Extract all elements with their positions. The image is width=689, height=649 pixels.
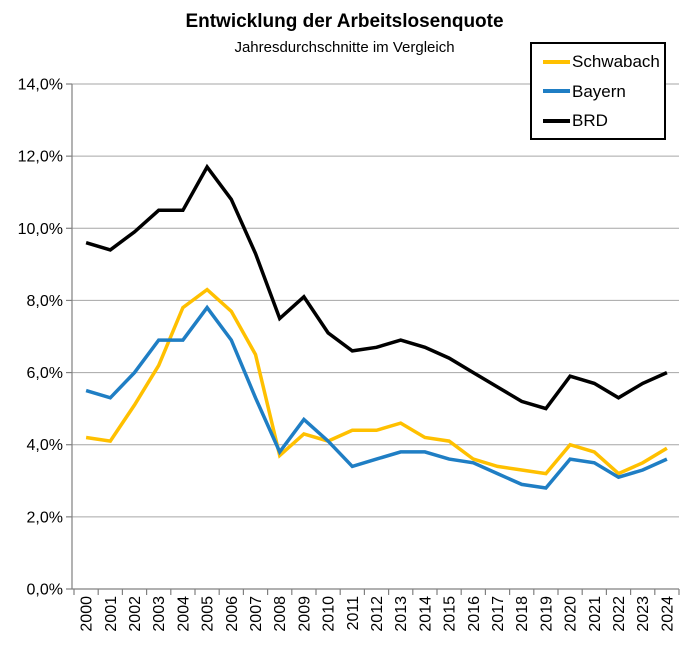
x-tick-label: 2007 [248,596,265,632]
series-line-bayern [85,304,668,490]
x-tick-label: 2013 [393,596,410,632]
x-tick-label: 2011 [345,596,362,631]
chart-title: Entwicklung der Arbeitslosenquote [185,11,504,32]
x-tick-label: 2005 [200,596,217,632]
x-tick-label: 2004 [175,596,192,632]
legend-swatch-schwabach-line [543,59,570,64]
x-tick-label: 2012 [369,596,386,632]
legend-swatch-bayern-line [543,89,570,93]
x-tick-label: 2024 [659,596,676,632]
x-tick-label: 2001 [103,596,120,632]
x-tick-label: 2016 [466,596,483,632]
x-tick-label: 2019 [538,596,555,632]
y-tick-label: 0,0% [27,582,63,599]
y-tick-label: 6,0% [27,365,63,382]
legend-item-brd: BRD [543,112,658,129]
y-tick-label: 14,0% [18,77,63,94]
legend-label-bayern: Bayern [572,81,626,101]
x-tick-label: 2000 [79,596,96,632]
legend: Schwabach Bayern BRD [530,42,666,140]
x-tick-label: 2017 [490,596,507,632]
x-tick-label: 2010 [321,596,338,632]
y-tick-label: 8,0% [27,293,63,310]
y-tick-label: 2,0% [27,509,63,526]
x-tick-label: 2003 [151,596,168,632]
chart-subtitle: Jahresdurchschnitte im Vergleich [234,39,455,56]
x-tick-label: 2002 [127,596,144,632]
legend-label-schwabach: Schwabach [572,52,660,71]
series-line-schwabach [85,287,668,476]
x-tick-label: 2018 [514,596,531,632]
y-tick-label: 10,0% [18,221,63,238]
x-tick-label: 2022 [611,596,628,632]
x-tick-label: 2008 [272,596,289,632]
x-tick-label: 2015 [442,596,459,632]
legend-item-bayern: Bayern [543,83,658,100]
x-tick-label: 2021 [587,596,604,632]
x-tick-label: 2020 [563,596,580,632]
legend-swatch-brd-line [543,118,570,123]
legend-label-brd: BRD [572,111,608,130]
x-tick-label: 2023 [635,596,652,632]
x-tick-label: 2006 [224,596,241,632]
y-tick-label: 12,0% [18,149,63,166]
x-tick-label: 2009 [296,596,313,632]
series-line-brd [85,163,668,411]
x-tick-label: 2014 [417,596,434,632]
y-tick-label: 4,0% [27,437,63,454]
legend-item-schwabach: Schwabach [543,52,660,71]
